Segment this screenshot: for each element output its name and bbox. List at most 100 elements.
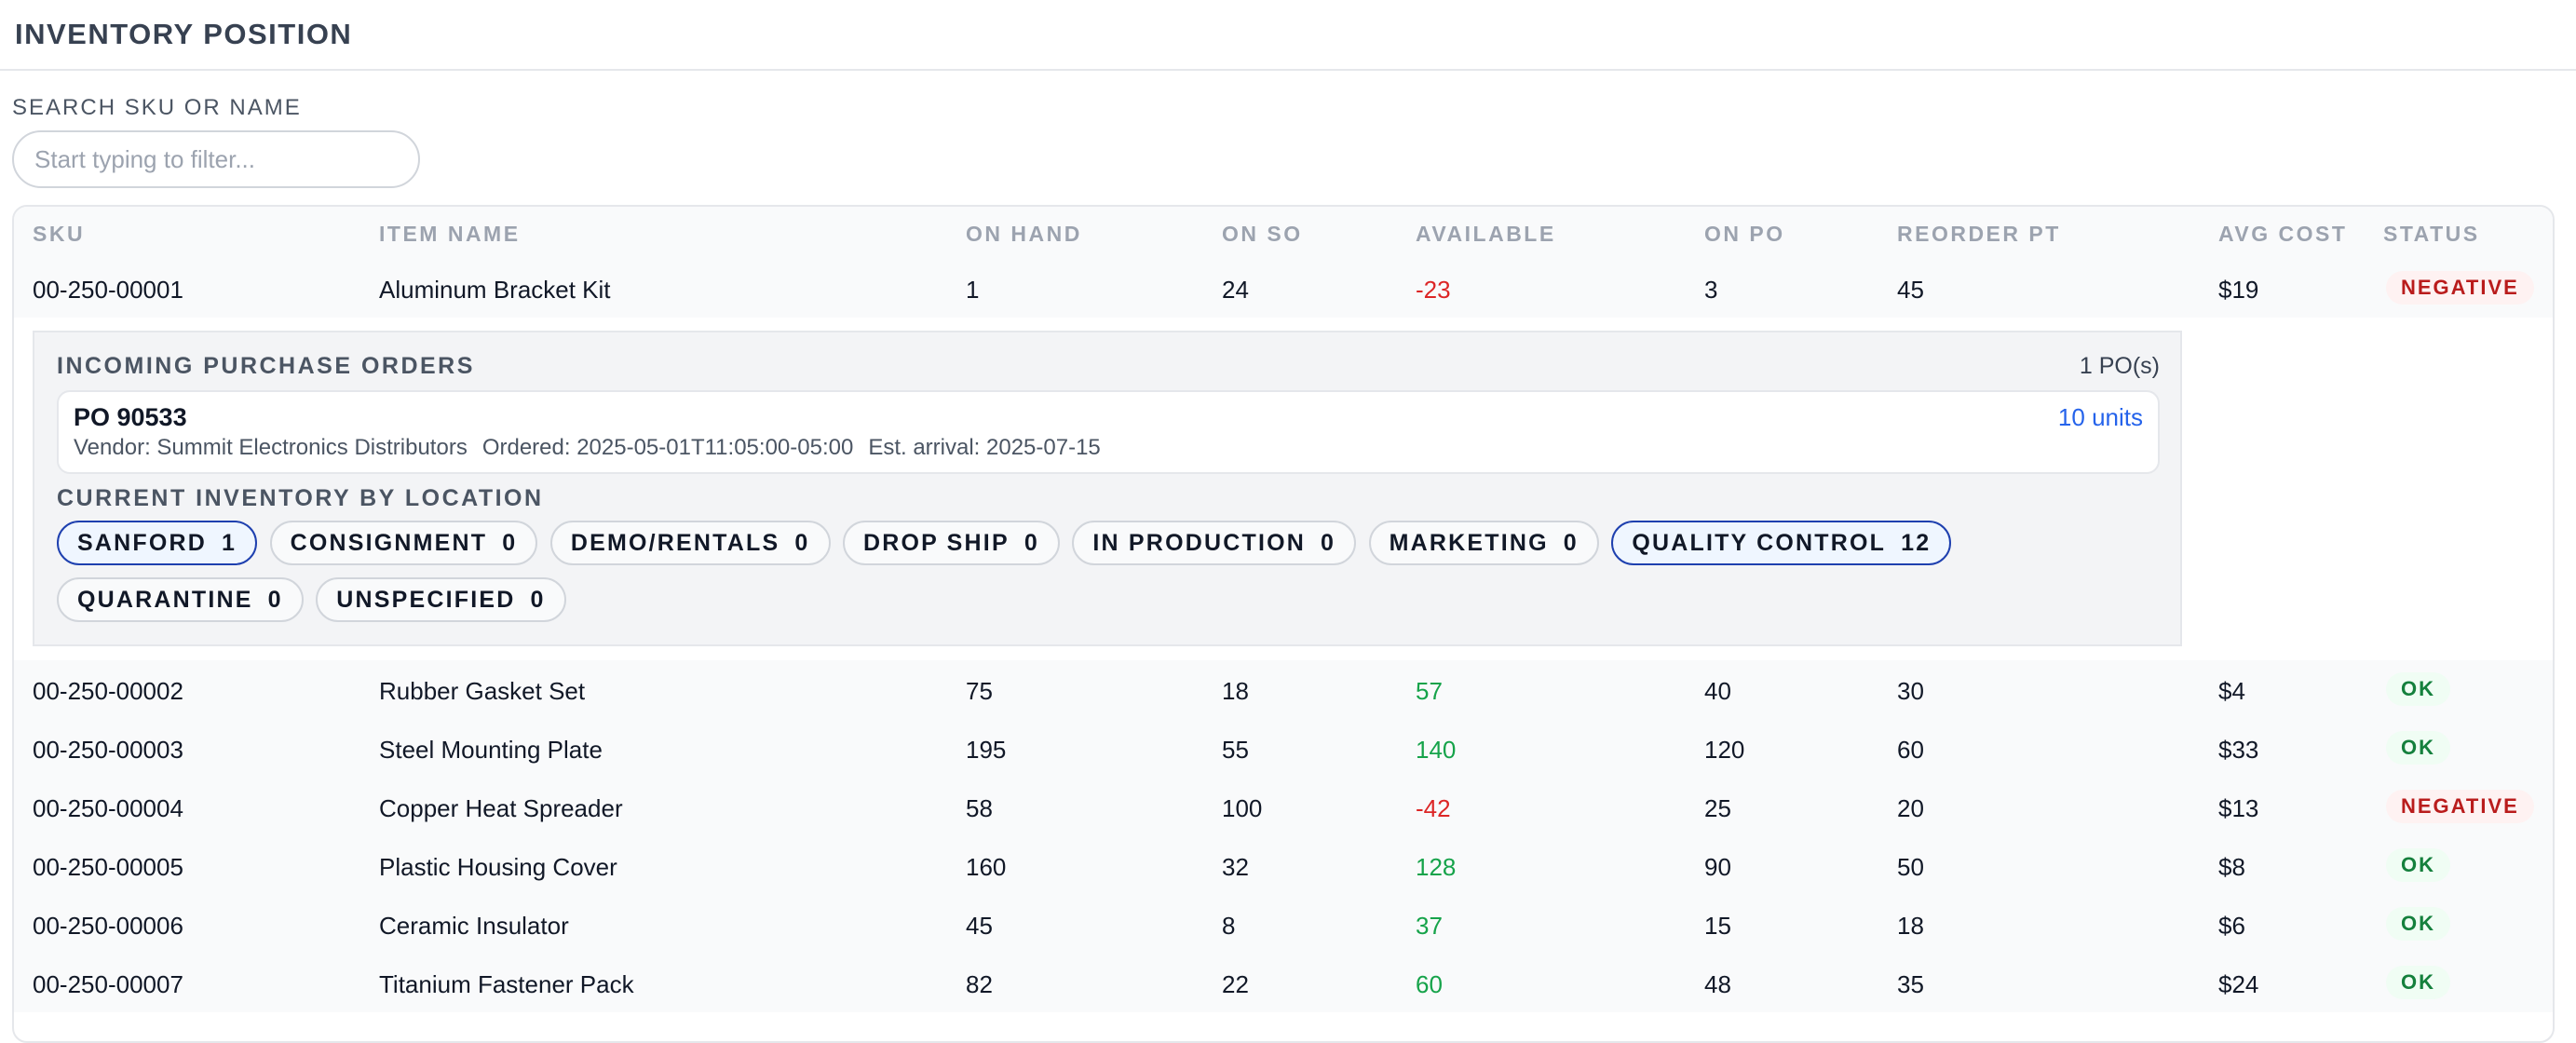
available-cell: 57 <box>1416 677 1443 705</box>
on-hand-cell: 160 <box>966 853 1007 881</box>
table-row[interactable]: 00-250-00001 Aluminum Bracket Kit 1 24 -… <box>14 259 2553 318</box>
item-name-cell: Ceramic Insulator <box>379 912 569 940</box>
location-chip-qty: 0 <box>267 586 283 613</box>
table-header-row: SKU ITEM NAME ON HAND ON SO AVAILABLE ON… <box>14 207 2553 261</box>
table-row[interactable]: 00-250-00007 Titanium Fastener Pack 82 2… <box>14 954 2553 1012</box>
col-header-reorder-pt[interactable]: REORDER PT <box>1897 222 2061 246</box>
avg-cost-cell: $24 <box>2218 970 2259 998</box>
table-row[interactable]: 00-250-00006 Ceramic Insulator 45 8 37 1… <box>14 895 2553 954</box>
location-chip-qty: 12 <box>1901 529 1932 556</box>
item-name-cell: Rubber Gasket Set <box>379 677 586 705</box>
avg-cost-cell: $13 <box>2218 794 2259 822</box>
sku-cell: 00-250-00004 <box>33 794 183 822</box>
location-chip-label: IN PRODUCTION <box>1092 529 1306 556</box>
col-header-avg-cost[interactable]: AVG COST <box>2218 222 2348 246</box>
location-chip-in-production[interactable]: IN PRODUCTION 0 <box>1072 521 1357 565</box>
on-po-cell: 90 <box>1704 853 1731 881</box>
col-header-on-hand[interactable]: ON HAND <box>966 222 1082 246</box>
on-hand-cell: 75 <box>966 677 993 705</box>
row-detail: INCOMING PURCHASE ORDERS 1 PO(s) PO 9053… <box>14 318 2553 764</box>
po-units-link[interactable]: 10 units <box>2057 403 2143 431</box>
col-header-available[interactable]: AVAILABLE <box>1416 222 1556 246</box>
location-chip-label: MARKETING <box>1389 529 1549 556</box>
item-name-cell: Titanium Fastener Pack <box>379 970 634 998</box>
location-chip-label: DROP SHIP <box>862 529 1010 556</box>
location-chip-label: UNSPECIFIED <box>336 586 516 613</box>
on-so-cell: 32 <box>1222 853 1249 881</box>
available-cell: -42 <box>1416 794 1451 822</box>
table-row[interactable]: 00-250-00005 Plastic Housing Cover 160 3… <box>14 836 2553 895</box>
table-row[interactable]: 00-250-00002 Rubber Gasket Set 75 18 57 … <box>14 660 2553 719</box>
po-card[interactable]: PO 90533 Vendor: Summit Electronics Dist… <box>57 390 2160 474</box>
status-badge: OK <box>2386 672 2450 706</box>
po-number: PO 90533 <box>74 403 187 431</box>
avg-cost-cell: $6 <box>2218 912 2245 940</box>
location-chip-drop-ship[interactable]: DROP SHIP 0 <box>842 521 1060 565</box>
location-chip-qty: 0 <box>502 529 518 556</box>
status-badge: OK <box>2386 848 2450 882</box>
location-chip-marketing[interactable]: MARKETING 0 <box>1368 521 1599 565</box>
location-chip-label: QUALITY CONTROL <box>1632 529 1887 556</box>
location-chip-quarantine[interactable]: QUARANTINE 0 <box>57 577 304 622</box>
status-badge: OK <box>2386 966 2450 999</box>
location-chip-unspecified[interactable]: UNSPECIFIED 0 <box>316 577 566 622</box>
search-input[interactable] <box>12 130 420 188</box>
location-chip-qty: 1 <box>222 529 237 556</box>
table-row[interactable]: 00-250-00004 Copper Heat Spreader 58 100… <box>14 778 2553 836</box>
location-section-title: CURRENT INVENTORY BY LOCATION <box>57 485 544 511</box>
sku-cell: 00-250-00006 <box>33 912 183 940</box>
location-chip-sanford[interactable]: SANFORD 1 <box>57 521 258 565</box>
available-cell: 128 <box>1416 853 1457 881</box>
on-hand-cell: 45 <box>966 912 993 940</box>
location-chip-demo-rentals[interactable]: DEMO/RENTALS 0 <box>549 521 831 565</box>
po-count: 1 PO(s) <box>2079 353 2160 379</box>
avg-cost-cell: $19 <box>2218 276 2259 304</box>
reorder-pt-cell: 45 <box>1897 276 1924 304</box>
item-name-cell: Plastic Housing Cover <box>379 853 617 881</box>
on-hand-cell: 195 <box>966 736 1007 764</box>
detail-panel: INCOMING PURCHASE ORDERS 1 PO(s) PO 9053… <box>33 331 2182 646</box>
item-name-cell: Steel Mounting Plate <box>379 736 603 764</box>
on-hand-cell: 1 <box>966 276 980 304</box>
col-header-sku[interactable]: SKU <box>33 222 86 246</box>
inventory-table: SKU ITEM NAME ON HAND ON SO AVAILABLE ON… <box>12 205 2555 1043</box>
location-chip-quality-control[interactable]: QUALITY CONTROL 12 <box>1611 521 1952 565</box>
po-meta: Vendor: Summit Electronics Distributors O… <box>74 435 1116 461</box>
location-chips: SANFORD 1 CONSIGNMENT 0 DEMO/RENTALS 0 DROP… <box>57 521 2171 634</box>
col-header-on-po[interactable]: ON PO <box>1704 222 1785 246</box>
location-chip-qty: 0 <box>1024 529 1039 556</box>
table-row[interactable]: 00-250-00003 Steel Mounting Plate 195 55… <box>14 719 2553 778</box>
location-chip-label: SANFORD <box>77 529 208 556</box>
avg-cost-cell: $8 <box>2218 853 2245 881</box>
available-cell: 60 <box>1416 970 1443 998</box>
location-chip-qty: 0 <box>1321 529 1336 556</box>
col-header-on-so[interactable]: ON SO <box>1222 222 1303 246</box>
sku-cell: 00-250-00002 <box>33 677 183 705</box>
po-eta: Est. arrival: 2025-07-15 <box>868 435 1101 460</box>
status-badge: NEGATIVE <box>2386 271 2534 305</box>
po-ordered: Ordered: 2025-05-01T11:05:00-05:00 <box>481 435 854 460</box>
reorder-pt-cell: 50 <box>1897 853 1924 881</box>
avg-cost-cell: $33 <box>2218 736 2259 764</box>
sku-cell: 00-250-00005 <box>33 853 183 881</box>
item-name-cell: Aluminum Bracket Kit <box>379 276 611 304</box>
location-chip-label: CONSIGNMENT <box>290 529 488 556</box>
avg-cost-cell: $4 <box>2218 677 2245 705</box>
on-so-cell: 100 <box>1222 794 1263 822</box>
reorder-pt-cell: 60 <box>1897 736 1924 764</box>
location-chip-label: QUARANTINE <box>77 586 253 613</box>
on-so-cell: 18 <box>1222 677 1249 705</box>
location-chip-consignment[interactable]: CONSIGNMENT 0 <box>269 521 538 565</box>
on-po-cell: 40 <box>1704 677 1731 705</box>
on-hand-cell: 82 <box>966 970 993 998</box>
on-so-cell: 8 <box>1222 912 1236 940</box>
col-header-item-name[interactable]: ITEM NAME <box>379 222 521 246</box>
sku-cell: 00-250-00001 <box>33 276 183 304</box>
location-chip-label: DEMO/RENTALS <box>570 529 780 556</box>
page-header: INVENTORY POSITION <box>0 0 2576 71</box>
on-po-cell: 15 <box>1704 912 1731 940</box>
col-header-status[interactable]: STATUS <box>2383 222 2480 246</box>
location-chip-qty: 0 <box>530 586 546 613</box>
po-vendor: Vendor: Summit Electronics Distributors <box>74 435 468 460</box>
item-name-cell: Copper Heat Spreader <box>379 794 623 822</box>
